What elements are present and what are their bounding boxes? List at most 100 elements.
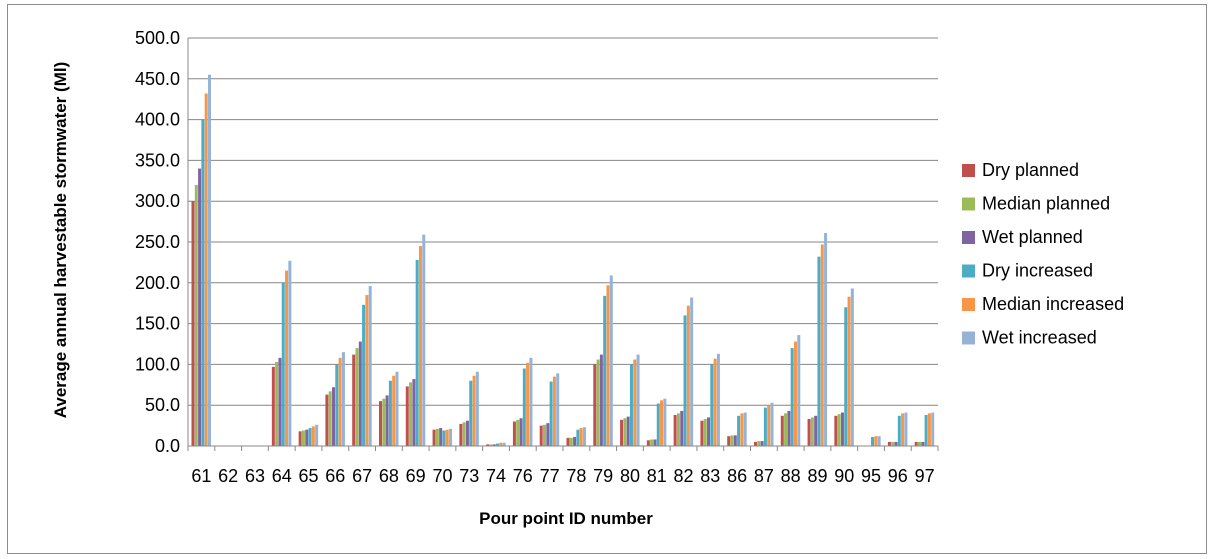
bar [656,403,660,446]
bar [733,435,737,446]
bar [793,341,797,446]
bar [502,442,506,446]
x-tick-label: 63 [245,466,265,486]
bar [358,341,362,446]
bar [810,417,814,446]
bar [700,420,704,446]
bar [620,419,624,446]
bar [556,373,560,446]
bar [198,168,202,446]
bar [609,275,613,446]
bar [445,429,449,446]
bar [737,415,741,446]
y-tick-label: 100.0 [135,354,180,374]
legend-swatch [962,298,975,311]
bar [365,295,369,446]
bar [924,414,928,446]
bar [529,357,533,446]
y-axis-title: Average annual harvestable stormwater (M… [51,62,70,419]
bar [539,425,543,446]
bar [546,423,550,446]
bar [837,414,841,446]
bar [459,423,463,446]
y-tick-label: 300.0 [135,191,180,211]
legend-label: Dry planned [982,160,1079,180]
bar [676,413,680,446]
bar [207,74,211,446]
bar [596,359,600,446]
bar [432,429,436,446]
bar [850,288,854,446]
bar [623,418,627,446]
bar [285,270,289,446]
x-axis-title: Pour point ID number [479,509,653,528]
bar [629,364,633,446]
bar [341,352,345,446]
bar [522,368,526,446]
x-tick-label: 77 [540,466,560,486]
bar [780,415,784,446]
gridlines [188,37,938,406]
y-tick-label: 500.0 [135,28,180,48]
bar [271,366,275,446]
x-tick-label: 78 [566,466,586,486]
y-tick-label: 350.0 [135,150,180,170]
bar [606,285,610,446]
legend-label: Median planned [982,194,1110,214]
bar [646,440,650,446]
bar [633,359,637,446]
bar [191,201,195,446]
bar [760,441,764,446]
bar [472,375,476,446]
bar [489,444,493,446]
x-tick-label: 64 [272,466,292,486]
bar [288,260,292,446]
x-tick-label: 89 [807,466,827,486]
bar [603,295,607,446]
bar [770,402,774,446]
bar [301,430,305,446]
bar [499,442,503,446]
bar [519,418,523,446]
x-tick-label: 83 [700,466,720,486]
bar [582,427,586,446]
bar [325,394,329,446]
bar [305,429,309,446]
bar [385,395,389,446]
bar [767,405,771,446]
bar [824,233,828,446]
bar [405,386,409,446]
y-tick-label: 250.0 [135,232,180,252]
bar [569,437,573,446]
bar [516,419,520,446]
bar [807,419,811,446]
bar [683,315,687,446]
y-tick-label: 0.0 [155,436,180,456]
x-tick-label: 74 [486,466,506,486]
bar [763,407,767,446]
bar [362,304,366,446]
bar [817,256,821,446]
bar [526,362,530,446]
bar [787,410,791,446]
x-tick-label: 86 [727,466,747,486]
bar [462,422,466,446]
legend-swatch [962,197,975,211]
bar [877,436,881,446]
legend-swatch [962,331,975,345]
x-tick-label: 76 [513,466,533,486]
bar [743,412,747,446]
x-tick-label: 88 [781,466,801,486]
bar [921,441,925,446]
bar [599,354,603,446]
bar [716,353,720,446]
bar [352,354,356,446]
bar [355,348,359,446]
bar [901,413,905,446]
bar [378,401,382,446]
legend-swatch [962,231,975,244]
y-tick-labels: 0.0 50.0 100.0 150.0 200.0 250.0 300.0 350.0 400… [135,28,180,456]
bar [549,381,553,446]
bar [465,420,469,446]
